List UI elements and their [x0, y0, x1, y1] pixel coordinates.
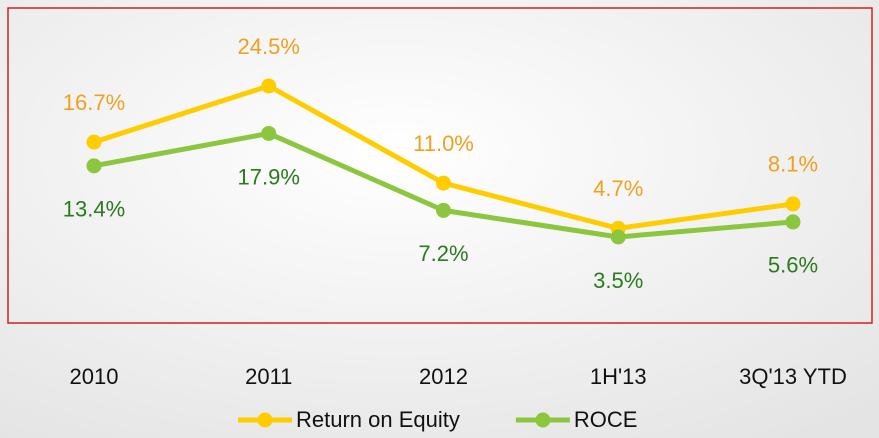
- legend-marker: [257, 412, 273, 428]
- data-label: 24.5%: [238, 34, 300, 59]
- point: [436, 202, 451, 218]
- data-label: 5.6%: [768, 253, 818, 278]
- point: [785, 214, 801, 230]
- x-tick-label: 2010: [70, 364, 119, 389]
- data-label: 11.0%: [413, 131, 474, 156]
- point: [261, 78, 277, 94]
- legend-marker: [535, 412, 551, 428]
- x-tick-label: 2011: [245, 364, 292, 389]
- data-label: 16.7%: [63, 90, 125, 115]
- point: [86, 158, 102, 174]
- x-tick-label: 3Q'13 YTD: [739, 364, 847, 389]
- plot-frame: [7, 7, 873, 324]
- point: [261, 125, 277, 141]
- data-label: 7.2%: [418, 241, 468, 266]
- x-tick-label: 1H'13: [590, 364, 647, 389]
- point: [610, 229, 626, 245]
- data-label: 13.4%: [63, 197, 125, 222]
- data-label: 3.5%: [593, 268, 643, 293]
- point: [785, 196, 801, 212]
- data-label: 17.9%: [238, 164, 300, 189]
- point: [436, 175, 451, 191]
- data-label: 8.1%: [768, 152, 818, 177]
- point: [86, 134, 102, 150]
- legend-label: Return on Equity: [296, 407, 460, 432]
- x-tick-label: 2012: [419, 364, 468, 389]
- legend-label: ROCE: [574, 407, 638, 432]
- data-label: 4.7%: [593, 176, 643, 201]
